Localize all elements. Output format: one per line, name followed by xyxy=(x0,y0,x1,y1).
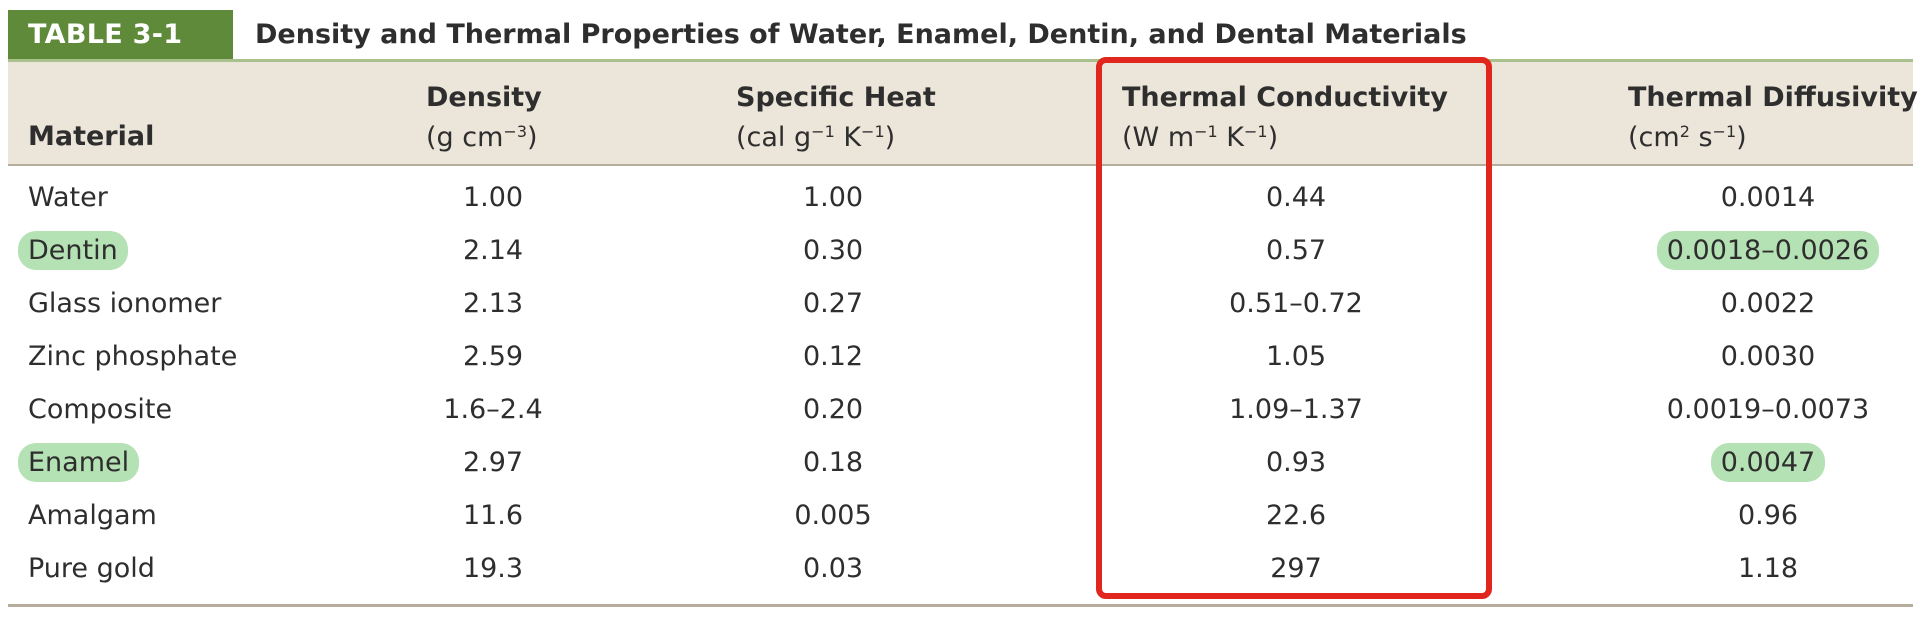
table-row: Amalgam 11.6 0.005 22.6 0.96 xyxy=(8,489,1913,542)
cell-conductivity: 297 xyxy=(1270,553,1322,584)
header-band xyxy=(8,62,1913,164)
cell-material: Enamel xyxy=(18,436,140,489)
cell-specific-heat: 0.27 xyxy=(802,288,864,319)
cell-diffusivity: 0.0014 xyxy=(1720,182,1816,213)
table-row: Dentin 2.14 0.30 0.57 0.0018–0.0026 xyxy=(8,224,1913,277)
conductivity-annotation-box xyxy=(1096,57,1492,599)
col-header-specific-heat-unit: (cal g−1 K−1) xyxy=(736,122,896,153)
cell-conductivity: 0.44 xyxy=(1265,182,1327,213)
cell-material: Pure gold xyxy=(28,553,155,584)
col-header-density: Density (g cm−3) xyxy=(426,78,542,158)
cell-specific-heat: 0.18 xyxy=(802,447,864,478)
highlight-marker: Dentin xyxy=(18,231,128,270)
table-row: Composite 1.6–2.4 0.20 1.09–1.37 0.0019–… xyxy=(8,383,1913,436)
cell-diffusivity: 0.96 xyxy=(1737,500,1799,531)
col-header-specific-heat-name: Specific Heat xyxy=(736,82,936,113)
cell-density: 2.97 xyxy=(462,447,524,478)
cell-density: 2.13 xyxy=(462,288,524,319)
cell-density: 19.3 xyxy=(462,553,524,584)
cell-material: Dentin xyxy=(18,224,128,277)
cell-density: 2.14 xyxy=(462,235,524,266)
highlight-marker: Enamel xyxy=(18,443,140,482)
cell-material: Amalgam xyxy=(28,500,157,531)
col-header-thermal-conductivity-name: Thermal Conductivity xyxy=(1122,82,1448,113)
table-row: Glass ionomer 2.13 0.27 0.51–0.72 0.0022 xyxy=(8,277,1913,330)
cell-density: 1.6–2.4 xyxy=(443,394,543,425)
cell-specific-heat: 0.005 xyxy=(794,500,872,531)
header-rule xyxy=(8,164,1913,166)
col-header-thermal-diffusivity-name: Thermal Diffusivity xyxy=(1628,82,1918,113)
cell-density: 2.59 xyxy=(462,341,524,372)
table-row: Enamel 2.97 0.18 0.93 0.0047 xyxy=(8,436,1913,489)
cell-specific-heat: 0.20 xyxy=(802,394,864,425)
table-row: Water 1.00 1.00 0.44 0.0014 xyxy=(8,171,1913,224)
cell-material: Zinc phosphate xyxy=(28,341,238,372)
highlight-marker: 0.0047 xyxy=(1710,443,1826,482)
cell-diffusivity: 0.0018–0.0026 xyxy=(1628,224,1908,277)
col-header-specific-heat: Specific Heat (cal g−1 K−1) xyxy=(736,78,936,158)
cell-diffusivity: 0.0019–0.0073 xyxy=(1666,394,1870,425)
cell-specific-heat: 0.30 xyxy=(802,235,864,266)
cell-conductivity: 22.6 xyxy=(1265,500,1327,531)
bottom-rule xyxy=(8,604,1913,607)
col-header-density-name: Density xyxy=(426,82,542,113)
cell-conductivity: 0.57 xyxy=(1265,235,1327,266)
col-header-thermal-conductivity: Thermal Conductivity (W m−1 K−1) xyxy=(1122,78,1448,158)
col-header-density-unit: (g cm−3) xyxy=(426,122,538,153)
highlight-marker: 0.0018–0.0026 xyxy=(1656,231,1880,270)
cell-conductivity: 1.05 xyxy=(1265,341,1327,372)
col-header-thermal-diffusivity-unit: (cm2 s−1) xyxy=(1628,122,1747,153)
cell-material: Glass ionomer xyxy=(28,288,222,319)
table-label: TABLE 3-1 xyxy=(8,10,233,59)
cell-diffusivity: 1.18 xyxy=(1737,553,1799,584)
cell-density: 1.00 xyxy=(462,182,524,213)
cell-diffusivity: 0.0030 xyxy=(1720,341,1816,372)
cell-conductivity: 0.93 xyxy=(1265,447,1327,478)
col-header-thermal-diffusivity: Thermal Diffusivity (cm2 s−1) xyxy=(1628,78,1918,158)
col-header-thermal-conductivity-unit: (W m−1 K−1) xyxy=(1122,122,1279,153)
cell-specific-heat: 0.12 xyxy=(802,341,864,372)
cell-material: Composite xyxy=(28,394,173,425)
cell-density: 11.6 xyxy=(462,500,524,531)
cell-material: Water xyxy=(28,182,108,213)
table-row: Zinc phosphate 2.59 0.12 1.05 0.0030 xyxy=(8,330,1913,383)
cell-diffusivity: 0.0047 xyxy=(1628,436,1908,489)
col-header-material: Material xyxy=(28,121,155,152)
table-row: Pure gold 19.3 0.03 297 1.18 xyxy=(8,542,1913,595)
cell-diffusivity: 0.0022 xyxy=(1720,288,1816,319)
top-rule xyxy=(8,59,1913,62)
cell-conductivity: 1.09–1.37 xyxy=(1229,394,1363,425)
table-title: Density and Thermal Properties of Water,… xyxy=(255,19,1467,50)
cell-specific-heat: 0.03 xyxy=(802,553,864,584)
cell-specific-heat: 1.00 xyxy=(802,182,864,213)
cell-conductivity: 0.51–0.72 xyxy=(1229,288,1363,319)
